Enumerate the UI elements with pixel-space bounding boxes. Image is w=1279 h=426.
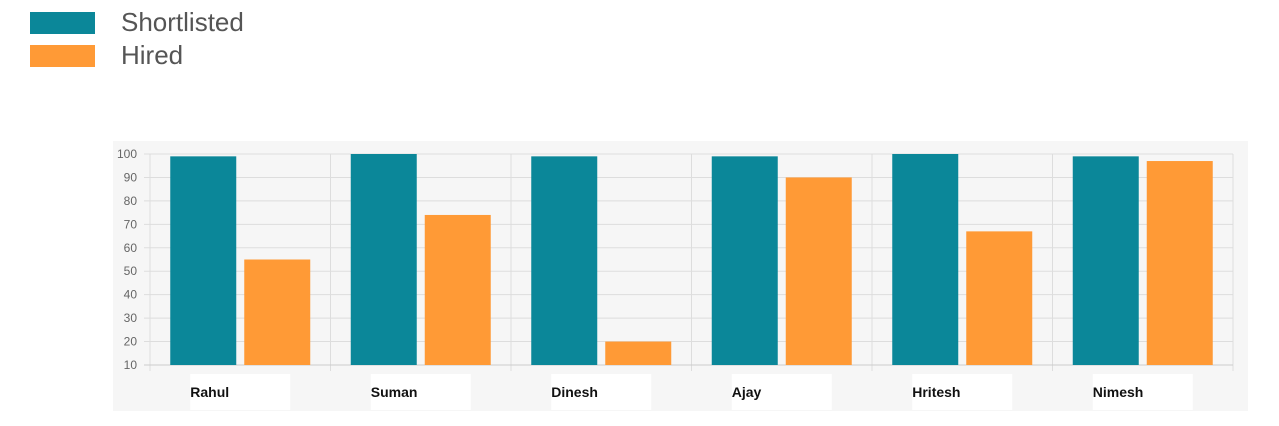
x-tick-label: Suman bbox=[371, 384, 418, 400]
legend-item-hired[interactable]: Hired bbox=[30, 39, 244, 72]
bar-shortlisted bbox=[1072, 156, 1139, 365]
y-tick-label: 50 bbox=[124, 264, 138, 278]
bar-shortlisted bbox=[531, 156, 598, 365]
x-tick-label: Ajay bbox=[732, 384, 762, 400]
bar-hired bbox=[244, 259, 311, 365]
x-tick-label: Nimesh bbox=[1093, 384, 1144, 400]
y-tick-label: 20 bbox=[124, 335, 138, 349]
x-label-background bbox=[912, 374, 1013, 410]
bar-hired bbox=[424, 214, 491, 365]
x-label-background bbox=[190, 374, 291, 410]
bar-hired bbox=[1146, 161, 1213, 365]
legend-label-hired: Hired bbox=[121, 40, 184, 70]
bar-shortlisted bbox=[711, 156, 778, 365]
y-tick-label: 10 bbox=[124, 358, 138, 372]
x-label-background bbox=[370, 374, 471, 410]
y-tick-label: 90 bbox=[124, 170, 138, 184]
legend: Shortlisted Hired bbox=[30, 6, 244, 72]
x-tick-label: Hritesh bbox=[912, 384, 960, 400]
bar-shortlisted bbox=[350, 154, 417, 365]
legend-swatch-shortlisted bbox=[30, 11, 95, 34]
y-tick-label: 30 bbox=[124, 311, 138, 325]
y-tick-label: 100 bbox=[117, 147, 137, 161]
legend-item-shortlisted[interactable]: Shortlisted bbox=[30, 6, 244, 39]
y-tick-label: 60 bbox=[124, 241, 138, 255]
x-tick-label: Rahul bbox=[190, 384, 229, 400]
y-tick-label: 80 bbox=[124, 194, 138, 208]
legend-label-shortlisted: Shortlisted bbox=[121, 7, 244, 37]
x-label-background bbox=[1092, 374, 1193, 410]
bar-shortlisted bbox=[170, 156, 237, 365]
x-label-background bbox=[551, 374, 652, 410]
bar-shortlisted bbox=[892, 154, 959, 365]
x-tick-label: Dinesh bbox=[551, 384, 598, 400]
x-label-background bbox=[731, 374, 832, 410]
bar-hired bbox=[605, 341, 672, 365]
y-tick-label: 70 bbox=[124, 217, 138, 231]
y-tick-label: 40 bbox=[124, 288, 138, 302]
legend-swatch-hired bbox=[30, 44, 95, 67]
bar-hired bbox=[966, 231, 1033, 365]
bar-hired bbox=[785, 177, 852, 365]
